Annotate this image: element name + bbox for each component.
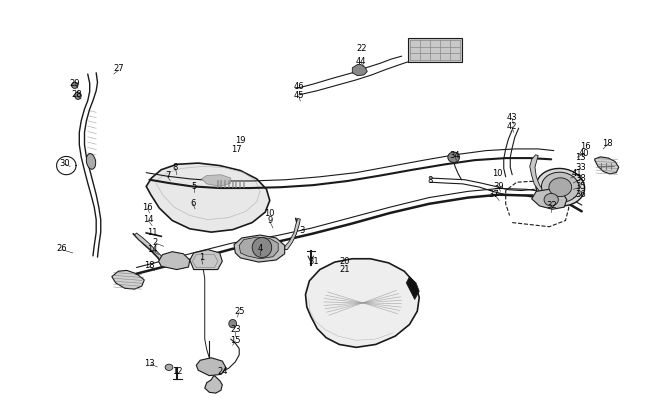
Polygon shape: [205, 376, 222, 393]
Text: 18: 18: [144, 261, 155, 270]
Text: 36: 36: [575, 190, 586, 199]
Text: 1: 1: [199, 253, 204, 262]
Text: 45: 45: [294, 91, 304, 100]
Text: 9: 9: [267, 216, 272, 225]
Text: 24: 24: [218, 367, 228, 376]
Text: 6: 6: [190, 198, 196, 208]
Ellipse shape: [549, 178, 572, 197]
Text: 34: 34: [450, 151, 460, 160]
Text: 13: 13: [575, 153, 586, 162]
Text: 37: 37: [489, 190, 499, 199]
Text: 4: 4: [257, 244, 263, 253]
Text: 28: 28: [72, 90, 82, 99]
Text: 23: 23: [230, 325, 240, 334]
Text: 44: 44: [356, 57, 366, 66]
Text: 14: 14: [143, 215, 153, 224]
Text: 41: 41: [572, 169, 582, 178]
Ellipse shape: [536, 168, 584, 206]
Text: 14: 14: [147, 245, 157, 254]
Ellipse shape: [72, 82, 78, 88]
Ellipse shape: [229, 319, 237, 328]
Text: 42: 42: [507, 121, 517, 131]
Text: 27: 27: [114, 64, 124, 73]
Text: 7: 7: [165, 171, 170, 180]
Ellipse shape: [448, 152, 460, 162]
Polygon shape: [159, 252, 190, 270]
Text: 10: 10: [492, 169, 502, 178]
Polygon shape: [202, 175, 231, 186]
Text: 16: 16: [142, 203, 153, 212]
Text: 10: 10: [265, 209, 275, 218]
Text: 12: 12: [172, 367, 183, 376]
Text: 25: 25: [234, 307, 244, 316]
Ellipse shape: [165, 364, 173, 370]
Polygon shape: [112, 270, 144, 289]
Text: 8: 8: [428, 176, 433, 186]
Text: 38: 38: [575, 173, 586, 183]
Polygon shape: [530, 155, 545, 192]
Text: 11: 11: [148, 228, 158, 237]
Polygon shape: [196, 358, 226, 376]
Text: 29: 29: [70, 79, 80, 88]
Polygon shape: [283, 218, 300, 250]
Ellipse shape: [75, 92, 81, 99]
Ellipse shape: [544, 193, 558, 206]
Text: 3: 3: [300, 226, 305, 235]
Polygon shape: [352, 64, 367, 76]
Text: 21: 21: [339, 265, 350, 274]
Text: 46: 46: [294, 82, 304, 91]
Text: 32: 32: [546, 201, 556, 210]
Text: 18: 18: [603, 139, 613, 148]
Text: 26: 26: [57, 244, 67, 253]
Text: 13: 13: [144, 359, 155, 368]
Text: 5: 5: [191, 182, 196, 191]
Ellipse shape: [86, 154, 96, 169]
Text: 17: 17: [231, 145, 241, 154]
Polygon shape: [190, 250, 222, 270]
Polygon shape: [135, 233, 164, 263]
Polygon shape: [234, 235, 285, 262]
Polygon shape: [306, 259, 419, 347]
Text: 20: 20: [339, 257, 350, 266]
Polygon shape: [406, 277, 419, 300]
Polygon shape: [146, 163, 270, 232]
Text: 35: 35: [575, 182, 586, 191]
Text: 39: 39: [493, 182, 504, 191]
Text: 15: 15: [230, 336, 240, 345]
Polygon shape: [595, 157, 619, 174]
FancyBboxPatch shape: [408, 38, 461, 62]
Ellipse shape: [252, 238, 272, 258]
Text: 8: 8: [173, 163, 178, 172]
Text: 43: 43: [507, 113, 517, 122]
Text: 19: 19: [235, 136, 246, 145]
Text: 31: 31: [309, 257, 319, 266]
Text: 22: 22: [357, 44, 367, 53]
Polygon shape: [532, 189, 567, 209]
Text: 33: 33: [575, 163, 586, 172]
Text: 16: 16: [580, 142, 590, 151]
Ellipse shape: [541, 172, 579, 202]
Polygon shape: [239, 237, 278, 259]
Text: 2: 2: [152, 238, 157, 247]
Text: 40: 40: [578, 149, 589, 158]
Text: 30: 30: [60, 159, 70, 168]
